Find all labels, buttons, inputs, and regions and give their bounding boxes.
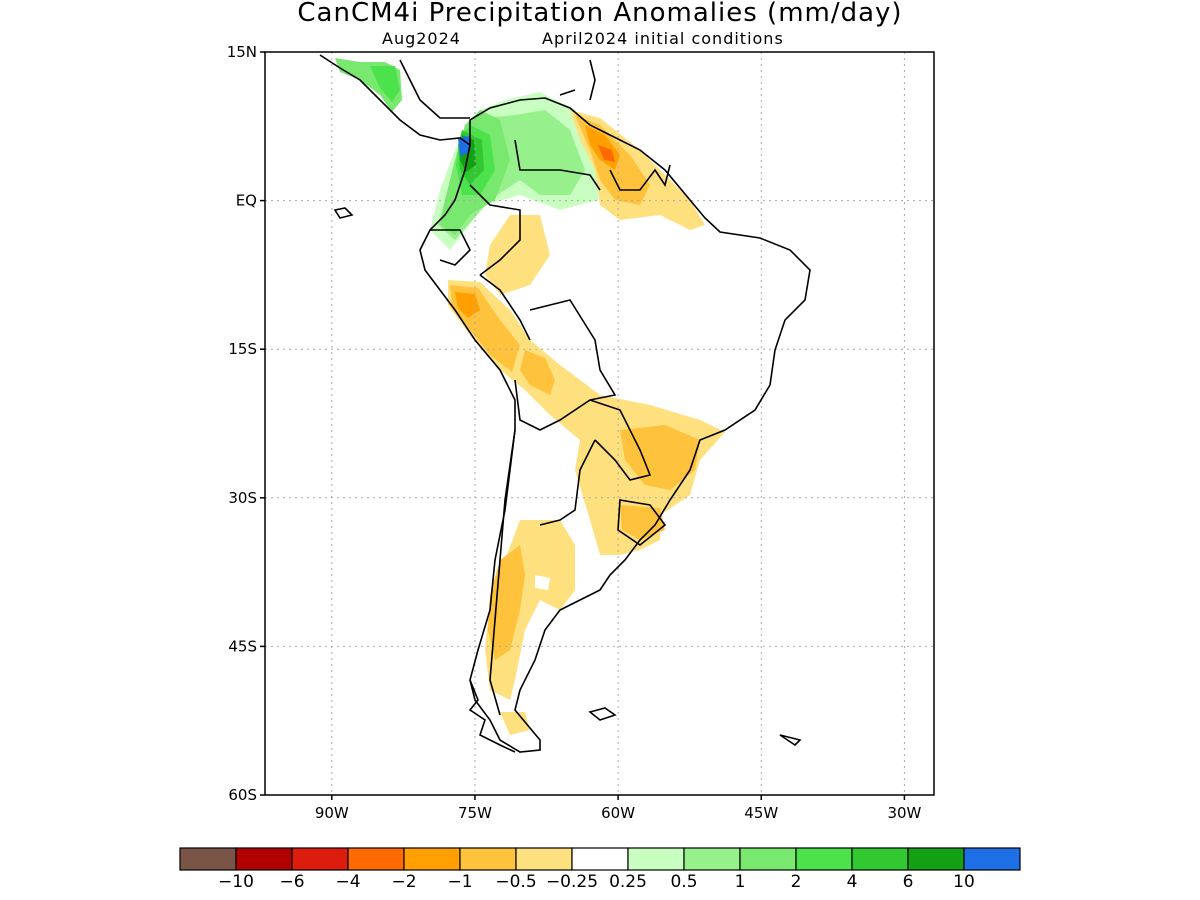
- lat-tick-label: 15S: [228, 340, 257, 358]
- colorbar-label: 6: [903, 872, 914, 892]
- guianas-borders: [609, 164, 671, 191]
- colorbar: −10 −6 −4 −2 −1 −0.5 −0.25 0.25 0.5 1 2 4 6 10: [179, 847, 1021, 892]
- colorbar-swatch: [235, 847, 293, 871]
- colorbar-swatch: [403, 847, 461, 871]
- lon-tick-label: 30W: [887, 804, 921, 822]
- lon-tick-label: 90W: [315, 804, 349, 822]
- chile-archipelago: [468, 679, 516, 753]
- wet-anomaly-central-america-strong: [370, 66, 400, 102]
- dry-anomaly-bolivia-mid: [520, 350, 555, 395]
- dry-anomaly-guianas-stronger: [598, 145, 615, 162]
- paraguay-border: [589, 399, 652, 481]
- lon-tick-label: 75W: [458, 804, 492, 822]
- galapagos: [333, 207, 354, 219]
- white-hole: [535, 575, 550, 590]
- venezuela-guyana-border: [514, 139, 601, 191]
- colorbar-swatch: [179, 847, 237, 871]
- colorbar-label: 0.25: [609, 872, 647, 892]
- colorbar-swatch: [795, 847, 853, 871]
- colombia-border: [469, 184, 521, 276]
- south-georgia: [779, 734, 802, 747]
- map-frame: [264, 51, 935, 796]
- falkland-islands: [588, 707, 617, 721]
- colorbar-label: 1: [735, 872, 746, 892]
- forecast-month: Aug2024: [382, 29, 461, 48]
- south-america-coast: [419, 97, 811, 753]
- lat-tick-label: 15N: [227, 43, 257, 61]
- colorbar-label: 10: [953, 872, 975, 892]
- wet-anomaly-extreme: [458, 136, 470, 156]
- colorbar-label: 2: [791, 872, 802, 892]
- lat-tick-label: 30S: [228, 489, 257, 507]
- dry-anomaly-peru-strong: [455, 292, 480, 318]
- colorbar-swatch: [907, 847, 965, 871]
- map-title: CanCM4i Precipitation Anomalies (mm/day): [297, 0, 903, 28]
- dry-anomaly-uruguay-mid: [620, 505, 665, 540]
- colorbar-swatch: [291, 847, 349, 871]
- initial-conditions: April2024 initial conditions: [542, 29, 784, 48]
- colorbar-swatch: [851, 847, 909, 871]
- dry-anomaly-patagonia-mid: [488, 545, 525, 660]
- central-america-coast: [319, 54, 471, 146]
- colorbar-swatch: [627, 847, 685, 871]
- argentina-chile-border: [489, 429, 516, 716]
- caribbean-islands: [559, 59, 596, 101]
- colorbar-swatch: [571, 847, 629, 871]
- colorbar-label: −6: [279, 872, 304, 892]
- uruguay-border: [617, 499, 667, 546]
- peru-brazil-border: [479, 274, 531, 341]
- central-america-north-coast: [399, 59, 470, 119]
- colorbar-swatch: [683, 847, 741, 871]
- bolivia-border: [514, 299, 617, 431]
- colorbar-label: −4: [335, 872, 360, 892]
- lon-tick-label: 45W: [744, 804, 778, 822]
- colorbar-swatch: [963, 847, 1021, 871]
- colorbar-label: −0.25: [546, 872, 598, 892]
- dry-anomaly-amazon: [485, 215, 550, 295]
- lat-tick-label: 60S: [228, 786, 257, 804]
- longitude-axis: 90W 75W 60W 45W 30W: [315, 795, 922, 822]
- colorbar-label: −0.5: [495, 872, 536, 892]
- dry-anomaly-brazil-mid: [620, 425, 700, 490]
- latitude-axis: 15N EQ 15S 30S 45S 60S: [227, 43, 265, 804]
- colorbar-swatch: [739, 847, 797, 871]
- anomaly-field: [335, 58, 725, 735]
- lat-tick-label: 45S: [228, 637, 257, 655]
- map-gridlines: [265, 52, 934, 795]
- colorbar-label: 0.5: [670, 872, 697, 892]
- lat-tick-label: EQ: [236, 192, 257, 210]
- colorbar-swatch: [459, 847, 517, 871]
- dry-anomaly-tierra-del-fuego: [500, 712, 530, 735]
- colorbar-label: 4: [847, 872, 858, 892]
- argentina-brazil-border: [539, 439, 596, 526]
- colorbar-swatch: [515, 847, 573, 871]
- ecuador-border: [430, 229, 471, 266]
- colorbar-label: −10: [218, 872, 254, 892]
- lon-tick-label: 60W: [601, 804, 635, 822]
- coastlines: [319, 54, 811, 753]
- colorbar-label: −2: [391, 872, 416, 892]
- colorbar-swatch: [347, 847, 405, 871]
- colorbar-label: −1: [447, 872, 472, 892]
